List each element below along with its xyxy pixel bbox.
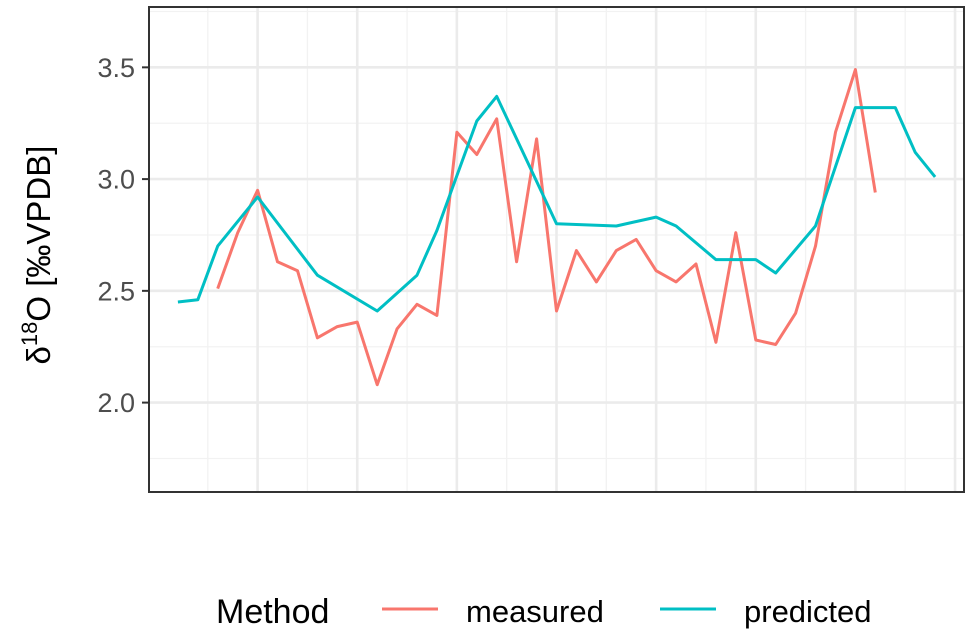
y-axis-title-symbol: δ [20, 346, 57, 364]
legend-label-predicted: predicted [744, 594, 872, 629]
y-axis-title-rest: O [‰VPDB] [20, 146, 57, 322]
y-axis-title: δ18O [‰VPDB] [17, 146, 57, 365]
y-axis-title-superscript: 18 [17, 322, 42, 346]
legend: Method measured predicted [216, 593, 872, 631]
y-tick-label: 3.0 [97, 165, 135, 195]
y-axis: 2.0 2.5 3.0 3.5 [97, 53, 149, 418]
y-tick-label: 2.5 [97, 276, 135, 306]
series-line-measured [216, 68, 877, 387]
legend-label-measured: measured [466, 594, 604, 629]
grid [149, 7, 964, 492]
legend-title: Method [216, 593, 329, 631]
series-line-predicted [177, 94, 937, 313]
series-layer [177, 68, 937, 387]
y-tick-label: 3.5 [97, 53, 135, 83]
panel-border [148, 6, 965, 493]
y-tick-label: 2.0 [97, 388, 135, 418]
